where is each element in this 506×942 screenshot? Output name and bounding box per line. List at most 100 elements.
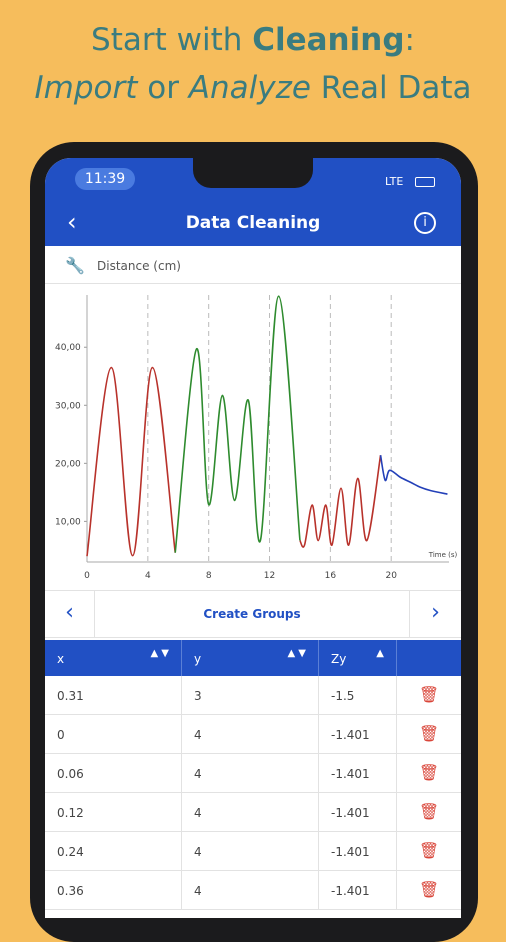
cell-text: 4 [194, 806, 202, 820]
text: Analyze [188, 70, 311, 106]
page: Start with Cleaning: Import or Analyze R… [0, 22, 506, 942]
cell-text: 3 [194, 689, 202, 703]
x-tick-label: 12 [264, 571, 275, 581]
groups-label[interactable]: Create Groups [203, 607, 301, 621]
groups-row: ‹ Create Groups › [45, 590, 461, 638]
y-tick-label: 20,00 [55, 459, 81, 469]
x-tick-label: 4 [145, 571, 151, 581]
x-tick-label: 8 [206, 571, 212, 581]
sort-icon: ▲ [376, 648, 384, 659]
cell-text: -1.5 [331, 689, 355, 703]
delete-button[interactable]: 🗑 [418, 763, 440, 782]
cell-text: 4 [194, 884, 202, 898]
table-cell: -1.401 [319, 832, 397, 871]
table-cell: 0.06 [45, 754, 182, 793]
table-row: 0 4 -1.401 🗑 [45, 715, 461, 754]
text: or [137, 70, 189, 106]
network: LTE [385, 175, 404, 188]
header-cell[interactable]: x ▲ ▼ [45, 640, 182, 676]
cell-text: 4 [194, 767, 202, 781]
next-button[interactable]: › [409, 591, 461, 638]
cell-text: 4 [194, 845, 202, 859]
cell-text: 0.31 [57, 689, 84, 703]
table-header: x ▲ ▼ y ▲ ▼ Zy ▲ [45, 640, 461, 676]
y-tick-label: 10,00 [55, 517, 81, 527]
table-row: 0.06 4 -1.401 🗑 [45, 754, 461, 793]
headline-2: Import or Analyze Real Data [0, 70, 506, 106]
table-cell: 0.12 [45, 793, 182, 832]
delete-button[interactable]: 🗑 [418, 724, 440, 743]
table-cell: 4 [182, 754, 319, 793]
table-cell: 4 [182, 793, 319, 832]
x-axis-label: Time (s) [428, 551, 458, 559]
line-series [379, 455, 448, 495]
table-cell: -1.401 [319, 754, 397, 793]
x-tick-label: 20 [385, 571, 397, 581]
line-series [174, 295, 301, 553]
text: Real Data [310, 70, 472, 106]
cell-text: 0 [57, 728, 65, 742]
cell-text: 0.06 [57, 767, 84, 781]
x-tick-label: 0 [84, 571, 90, 581]
info-button[interactable]: i [414, 212, 436, 234]
cell-text: 0.24 [57, 845, 84, 859]
header-cell[interactable]: y ▲ ▼ [182, 640, 319, 676]
y-tick-label: 40,00 [55, 343, 81, 353]
header-cell [397, 640, 461, 676]
sensor-row: 🔧 Distance (cm) [45, 248, 461, 284]
table-cell: 0.24 [45, 832, 182, 871]
table-cell: -1.401 [319, 793, 397, 832]
cell-text: -1.401 [331, 767, 370, 781]
table-row: 0.31 3 -1.5 🗑 [45, 676, 461, 715]
header-text: Zy [331, 652, 347, 666]
table-cell: 4 [182, 832, 319, 871]
cell-text: -1.401 [331, 728, 370, 742]
cell-text: 0.12 [57, 806, 84, 820]
cell-text: -1.401 [331, 806, 370, 820]
screen: 11:39 LTE ‹ Data Cleaning i 🔧 Distance (… [45, 158, 461, 918]
text: Start with [91, 22, 253, 58]
sensor-label: Distance (cm) [97, 259, 181, 273]
table-cell: 0 [45, 715, 182, 754]
prev-button[interactable]: ‹ [45, 591, 95, 638]
text: : [404, 22, 415, 58]
y-tick-label: 30,00 [55, 401, 81, 411]
x-tick-label: 16 [325, 571, 337, 581]
wrench-icon: 🔧 [65, 256, 85, 275]
cell-text: -1.401 [331, 845, 370, 859]
table-cell: -1.5 [319, 676, 397, 715]
table-cell: 0.31 [45, 676, 182, 715]
header-text: y [194, 652, 202, 666]
table-row: 0.24 4 -1.401 🗑 [45, 832, 461, 871]
table-cell: 3 [182, 676, 319, 715]
table-cell: 4 [182, 715, 319, 754]
sort-icon: ▲ ▼ [287, 648, 306, 659]
text: Import [34, 70, 138, 106]
table-cell: 0.36 [45, 871, 182, 910]
text: Cleaning [252, 22, 405, 58]
header-text: x [57, 652, 65, 666]
cell-text: 4 [194, 728, 202, 742]
table-row: 0.36 4 -1.401 🗑 [45, 871, 461, 910]
time: 11:39 [75, 168, 135, 190]
cell-text: -1.401 [331, 884, 370, 898]
delete-button[interactable]: 🗑 [418, 880, 440, 899]
back-button[interactable]: ‹ [67, 208, 77, 236]
headline-1: Start with Cleaning: [0, 22, 506, 58]
notch [193, 158, 313, 188]
nav-title: Data Cleaning [185, 213, 321, 233]
table-row: 0.12 4 -1.401 🗑 [45, 793, 461, 832]
header-cell[interactable]: Zy ▲ [319, 640, 397, 676]
table-cell: -1.401 [319, 715, 397, 754]
line-series [299, 455, 382, 548]
delete-button[interactable]: 🗑 [418, 685, 440, 704]
delete-button[interactable]: 🗑 [418, 841, 440, 860]
battery [415, 177, 435, 187]
cell-text: 0.36 [57, 884, 84, 898]
delete-button[interactable]: 🗑 [418, 802, 440, 821]
table-cell: -1.401 [319, 871, 397, 910]
line-series [86, 366, 177, 557]
table-cell: 4 [182, 871, 319, 910]
sort-icon: ▲ ▼ [150, 648, 169, 659]
chart: 0 4 8 12 16 20 10,00 20,00 30,00 40,00 Time (s) [55, 295, 458, 581]
